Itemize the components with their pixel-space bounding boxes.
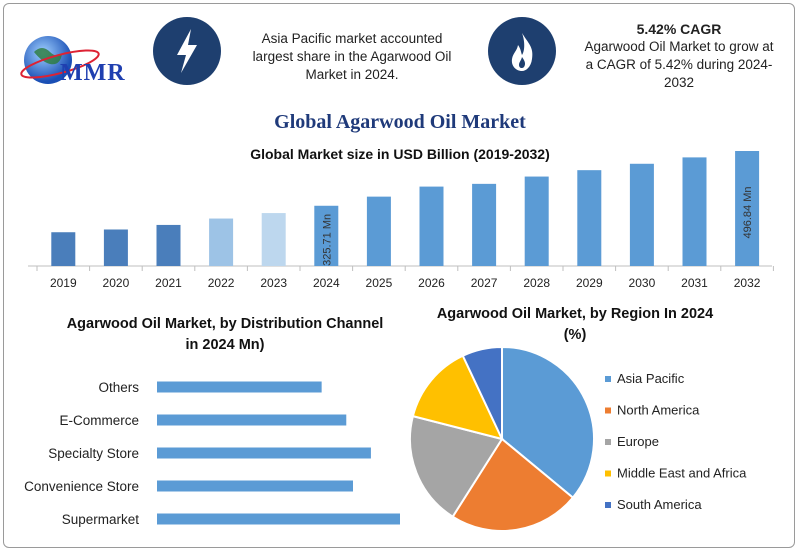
x-tick-label-2025: 2025	[366, 276, 393, 290]
hbar-supermarket	[157, 513, 400, 525]
hbar-others	[157, 381, 322, 393]
bar-2031	[682, 157, 707, 266]
bar-2027	[472, 183, 497, 266]
pie-slice-middle-east-and-africa	[411, 354, 504, 441]
x-tick-label-2022: 2022	[208, 276, 235, 290]
legend-swatch	[605, 502, 611, 508]
x-tick-label-2020: 2020	[103, 276, 130, 290]
flame-icon	[488, 17, 556, 85]
x-tick-label-2023: 2023	[260, 276, 287, 290]
x-tick-label-2019: 2019	[50, 276, 77, 290]
bar-2026	[419, 186, 444, 266]
mmr-logo	[14, 30, 144, 94]
bar-2030	[629, 163, 654, 266]
category-label-e-commerce: E-Commerce	[59, 413, 139, 428]
legend-label-middle-east-and-africa: Middle East and Africa	[617, 466, 747, 481]
bar-2019	[51, 232, 76, 266]
legend-swatch	[605, 376, 611, 382]
distribution-chart-title: Agarwood Oil Market, by Distribution Cha…	[66, 316, 384, 353]
x-tick-label-2028: 2028	[523, 276, 550, 290]
bar-2022	[209, 218, 234, 266]
cagr-heading: 5.42% CAGR	[636, 21, 722, 37]
hbar-convenience-store	[157, 480, 353, 492]
x-tick-label-2024: 2024	[313, 276, 340, 290]
lightning-icon	[153, 17, 221, 85]
bar-2021	[156, 224, 181, 266]
market-size-chart-title: Global Market size in USD Billion (2019-…	[250, 146, 550, 162]
legend-swatch	[605, 407, 611, 414]
legend-swatch	[605, 470, 611, 477]
data-label-2032: 496.84 Mn	[742, 187, 754, 239]
pie-slice-south-america	[461, 345, 503, 440]
hbar-specialty-store	[157, 447, 371, 459]
hbar-e-commerce	[157, 414, 347, 426]
bar-2025	[366, 196, 391, 266]
apac-share-note: Asia Pacific market accounted largest sh…	[252, 31, 452, 82]
bar-2020	[103, 229, 128, 266]
x-tick-label-2030: 2030	[629, 276, 656, 290]
x-tick-label-2031: 2031	[681, 276, 708, 290]
legend-label-europe: Europe	[617, 434, 659, 449]
pie-slice-north-america	[451, 437, 575, 532]
cagr-note: 5.42% CAGR Agarwood Oil Market to grow a…	[568, 20, 790, 92]
category-label-others: Others	[98, 380, 139, 395]
bar-2029	[577, 170, 602, 266]
bar-2032	[735, 151, 760, 266]
category-label-convenience-store: Convenience Store	[24, 479, 139, 494]
market-size-chart: 2019 2020 2021 2022 2023 2024 325.71 Mn 2025 202…	[28, 151, 774, 290]
data-label-2024: 325.71 Mn	[321, 214, 333, 266]
legend-label-north-america: North America	[617, 403, 700, 418]
infographic-frame	[3, 3, 795, 548]
distribution-channel-chart: Others E-Commerce Specialty Store Convenien…	[24, 380, 400, 527]
legend-label-asia-pacific: Asia Pacific	[617, 371, 685, 386]
category-label-supermarket: Supermarket	[62, 512, 140, 527]
category-label-specialty-store: Specialty Store	[48, 446, 139, 461]
region-chart-title: Agarwood Oil Market, by Region In 2024 (…	[436, 306, 714, 343]
pie-slice-europe	[409, 414, 504, 519]
pie-slice-asia-pacific	[501, 345, 595, 500]
bar-2024	[314, 205, 339, 266]
bar-2023	[261, 213, 286, 266]
x-tick-label-2029: 2029	[576, 276, 603, 290]
logo-text: MMR	[60, 60, 126, 86]
globe-icon	[20, 36, 100, 84]
x-tick-label-2026: 2026	[418, 276, 445, 290]
x-tick-label-2032: 2032	[734, 276, 761, 290]
legend-swatch	[605, 439, 611, 445]
x-tick-label-2021: 2021	[155, 276, 182, 290]
legend-label-south-america: South America	[617, 497, 702, 512]
bar-2028	[524, 176, 549, 266]
page-title: Global Agarwood Oil Market	[274, 111, 526, 133]
x-tick-label-2027: 2027	[471, 276, 498, 290]
